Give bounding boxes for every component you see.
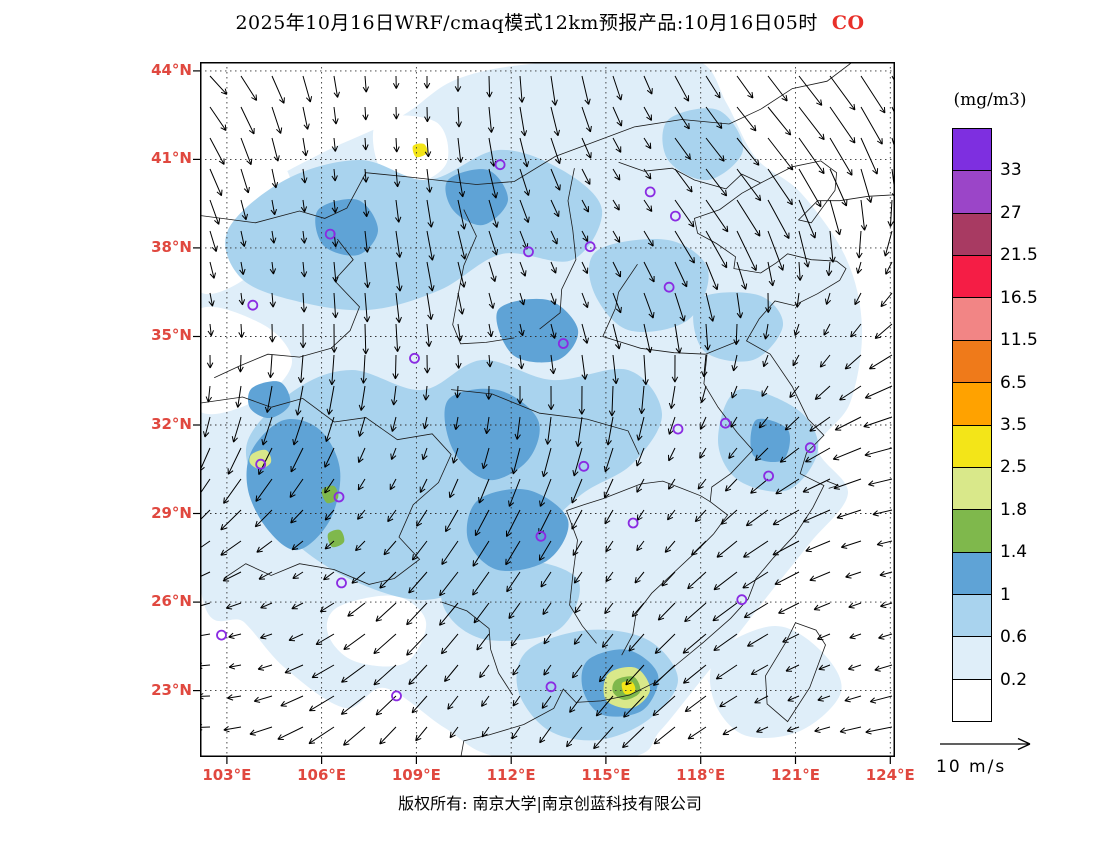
lat-tick-label: 23°N [151,680,192,699]
colorbar-value-label: 0.6 [1000,627,1028,648]
lon-tick-label: 121°E [770,766,821,784]
lon-tick-label: 118°E [676,766,726,784]
colorbar-value-label: 33 [1000,160,1022,181]
colorbar-block [953,424,991,467]
colorbar-value-label: 3.5 [1000,415,1028,435]
white-hole-north [372,115,449,184]
colorbar-value-label: 1.4 [1000,542,1028,563]
colorbar-block [953,466,991,510]
colorbar-block [953,593,991,637]
lat-tick-label: 41°N [151,149,192,168]
colorbar-block [953,509,991,552]
station-marker [523,246,534,258]
station-marker [247,299,259,311]
lon-tick-label: 112°E [486,766,536,784]
map-frame [200,62,895,757]
colorbar-value-label: 21.5 [1000,245,1038,266]
station-marker [578,460,590,472]
chart-title: 2025年10月16日WRF/cmaq模式12km预报产品:10月16日05时 C… [0,8,1100,35]
station-marker [644,186,656,198]
colorbar-block [953,636,991,679]
steel-jiangsu [750,418,791,463]
steel-hubei-hunan [466,488,569,572]
station-marker [545,681,557,693]
station-marker [584,241,596,253]
yellow-north [412,143,428,158]
station-marker [804,442,816,454]
colorbar-value-label: 16.5 [1000,287,1038,308]
wind-scale-label: 10 m/s [936,757,1007,777]
colorbar-value-label: 0.2 [1000,669,1028,690]
yellow-guangdong [621,681,636,695]
colorbar-value-label: 2.5 [1000,457,1028,478]
station-marker [763,470,774,482]
station-marker [391,690,402,702]
colorbar-block [953,170,991,213]
colorbar-block [953,551,991,594]
station-markers [216,159,816,702]
colorbar-value-label: 11.5 [1000,330,1038,351]
station-marker [669,210,681,222]
lon-tick-label: 103°E [202,766,252,784]
station-marker [736,594,748,606]
steel-north-1 [315,199,378,256]
wind-scale-legend: 10 m/s [932,734,1062,777]
station-marker [336,577,347,589]
lat-tick-label: 35°N [151,326,192,345]
lon-tick-label: 109°E [391,766,441,784]
lat-tick-label: 44°N [151,60,192,79]
station-marker [535,530,547,542]
steel-shaanxi-hubei [444,388,540,481]
colorbar-title: (mg/m3) [953,90,1027,110]
lat-tick-label: 29°N [151,503,192,522]
lon-tick-label: 115°E [581,766,631,784]
station-marker [255,458,267,470]
light-north-band [225,149,603,311]
lon-tick-label: 106°E [297,766,347,784]
station-marker [627,517,639,529]
light-shandong [693,292,784,362]
station-marker [216,629,227,641]
colorbar-value-label: 1 [1000,584,1011,605]
colorbar-block [953,255,991,298]
station-marker [494,159,506,171]
colorbar [952,128,992,722]
graticule [200,62,895,757]
colorbar-block [953,212,991,256]
station-marker [333,491,345,503]
station-marker [720,417,731,429]
axis-ticks [193,70,891,764]
colorbar-block [953,678,991,722]
station-marker [409,352,420,364]
wind-vectors [200,75,895,750]
station-marker [663,281,675,293]
station-marker [324,228,336,240]
lon-tick-label: 124°E [865,766,915,784]
lat-tick-label: 38°N [151,237,192,256]
colorbar-value-label: 27 [1000,202,1022,223]
chart-species-label: CO [831,12,865,34]
chart-title-text: 2025年10月16日WRF/cmaq模式12km预报产品:10月16日05时 [235,12,818,34]
colorbar-block [953,297,991,340]
colorbar-value-label: 1.8 [1000,499,1028,520]
wind-scale-arrow-icon [940,737,1031,751]
colorbar-block [953,129,991,171]
lat-tick-label: 32°N [151,414,192,433]
station-marker [672,423,684,435]
map-svg [193,62,895,764]
pale-se-ocean [709,625,842,739]
station-marker [557,338,569,349]
copyright-footer: 版权所有: 南京大学|南京创蓝科技有限公司 [398,794,702,813]
lat-tick-label: 26°N [151,592,192,611]
light-ne [662,108,744,181]
colorbar-block [953,339,991,383]
map-plot [193,62,895,764]
colorbar-block [953,382,991,425]
colorbar-value-label: 6.5 [1000,372,1028,393]
